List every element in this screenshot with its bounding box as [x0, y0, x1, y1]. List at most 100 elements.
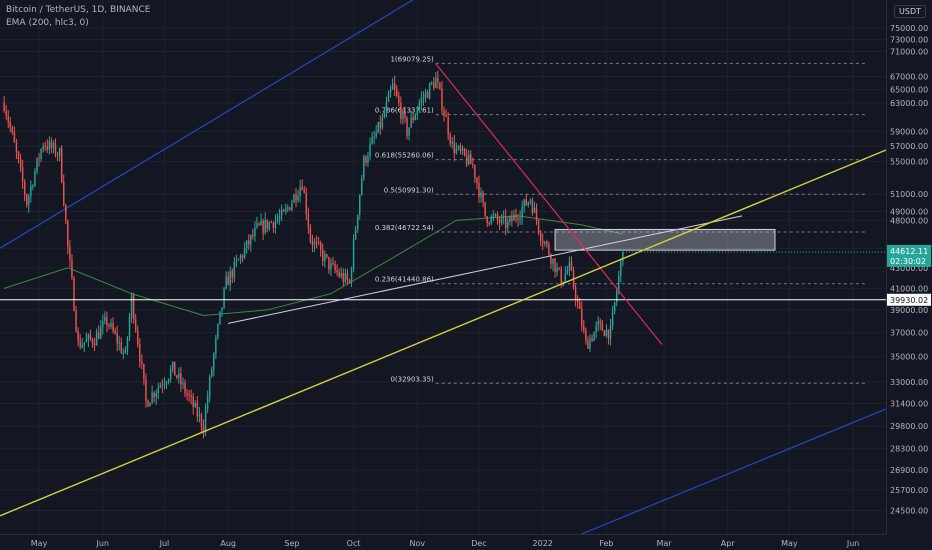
candle-body — [537, 220, 540, 233]
x-tick-label: Jun — [96, 539, 110, 548]
candle-body — [488, 222, 490, 224]
candle-body — [130, 295, 133, 318]
y-tick-label: 43000.00 — [890, 264, 928, 273]
candle-body — [21, 166, 24, 182]
candle-body — [613, 302, 616, 312]
candle-body — [313, 241, 316, 246]
fib-level-label: 0.618(55260.06) — [375, 152, 434, 160]
candle-body — [367, 156, 369, 163]
candle-body — [143, 363, 145, 379]
indicator-legend[interactable]: EMA (200, hlc3, 0) — [6, 18, 89, 28]
candle-body — [447, 116, 449, 135]
candle-body — [128, 317, 131, 338]
candle-body — [546, 241, 548, 245]
candle-body — [268, 222, 271, 229]
candle-body — [174, 361, 176, 376]
candle-body — [336, 270, 338, 273]
candle-body — [256, 223, 258, 228]
candle-body — [241, 255, 244, 258]
candle-body — [529, 200, 532, 203]
candle-body — [266, 219, 268, 229]
candle-body — [472, 163, 474, 165]
candle-body — [513, 214, 515, 221]
currency-selector[interactable]: USDT — [894, 5, 926, 18]
x-tick-label: May — [31, 539, 48, 548]
candle-body — [500, 217, 503, 223]
x-tick-label: Dec — [471, 539, 486, 548]
horizontal-line-price-label: 39930.02 — [890, 296, 928, 305]
candle-body — [597, 321, 599, 326]
candle-body — [541, 240, 544, 244]
candle-body — [517, 218, 519, 220]
candle-body — [373, 136, 375, 138]
candle-body — [463, 148, 466, 156]
red-downtrend-line — [435, 63, 663, 345]
candle-body — [260, 220, 262, 226]
candle-body — [375, 132, 377, 137]
candle-body — [139, 344, 141, 362]
candle-body — [165, 382, 168, 385]
candle-body — [568, 261, 571, 271]
candle-body — [591, 338, 593, 341]
y-tick-label: 57000.00 — [890, 142, 928, 151]
candle-body — [428, 83, 431, 99]
candle-body — [198, 414, 201, 417]
candle-body — [607, 329, 610, 340]
candle-body — [531, 200, 534, 213]
candle-body — [581, 308, 583, 327]
candle-body — [393, 83, 396, 90]
candle-body — [424, 91, 427, 98]
candle-body — [498, 220, 501, 223]
candle-body — [459, 146, 462, 151]
candle-body — [556, 267, 558, 273]
candle-body — [46, 146, 49, 150]
fib-level-label: 1(69079.25) — [390, 55, 434, 63]
candle-body — [578, 302, 581, 309]
candle-body — [44, 145, 46, 147]
time-axis[interactable]: May Jun Jul Aug Sep Oct Nov Dec 2022 Feb Mar Apr May… — [0, 534, 886, 549]
candle-body — [30, 186, 32, 196]
last-price-badge — [887, 244, 931, 267]
y-tick-label: 28300.00 — [890, 444, 928, 453]
y-tick-label: 51000.00 — [890, 190, 928, 199]
candle-body — [52, 142, 55, 148]
candle-body — [42, 145, 44, 150]
candle-body — [114, 330, 116, 334]
candle-body — [560, 268, 562, 286]
candle-body — [171, 361, 174, 370]
candle-body — [398, 95, 400, 104]
x-tick-label: Nov — [409, 539, 425, 548]
x-tick-label: Apr — [721, 539, 736, 548]
price-axis[interactable]: 75000.00 73000.00 71000.00 67000.00 65000.00… — [886, 0, 932, 550]
candle-body — [116, 333, 118, 344]
candle-body — [233, 261, 236, 278]
blue-channel — [0, 0, 887, 535]
x-tick-label: Jun — [846, 539, 860, 548]
trend-drawings[interactable] — [0, 63, 887, 517]
candle-body — [474, 164, 476, 178]
candle-body — [13, 131, 16, 143]
candle-body — [453, 142, 456, 154]
candle-body — [108, 324, 110, 327]
candle-body — [23, 181, 26, 195]
candle-body — [153, 392, 155, 398]
candle-body — [369, 143, 371, 157]
candle-body — [574, 287, 577, 301]
candle-body — [196, 402, 199, 417]
candle-body — [56, 154, 59, 156]
y-tick-label: 26900.00 — [890, 466, 928, 475]
candle-body — [65, 204, 67, 221]
candle-body — [291, 202, 293, 210]
candle-body — [250, 235, 252, 245]
candle-body — [297, 196, 299, 201]
candle-body — [361, 178, 363, 195]
candle-body — [587, 340, 589, 349]
candle-body — [134, 319, 137, 331]
candle-body — [558, 267, 560, 269]
candle-body — [285, 208, 287, 212]
candle-body — [319, 243, 322, 250]
resistance-box[interactable] — [554, 228, 776, 251]
candle-body — [293, 194, 295, 203]
